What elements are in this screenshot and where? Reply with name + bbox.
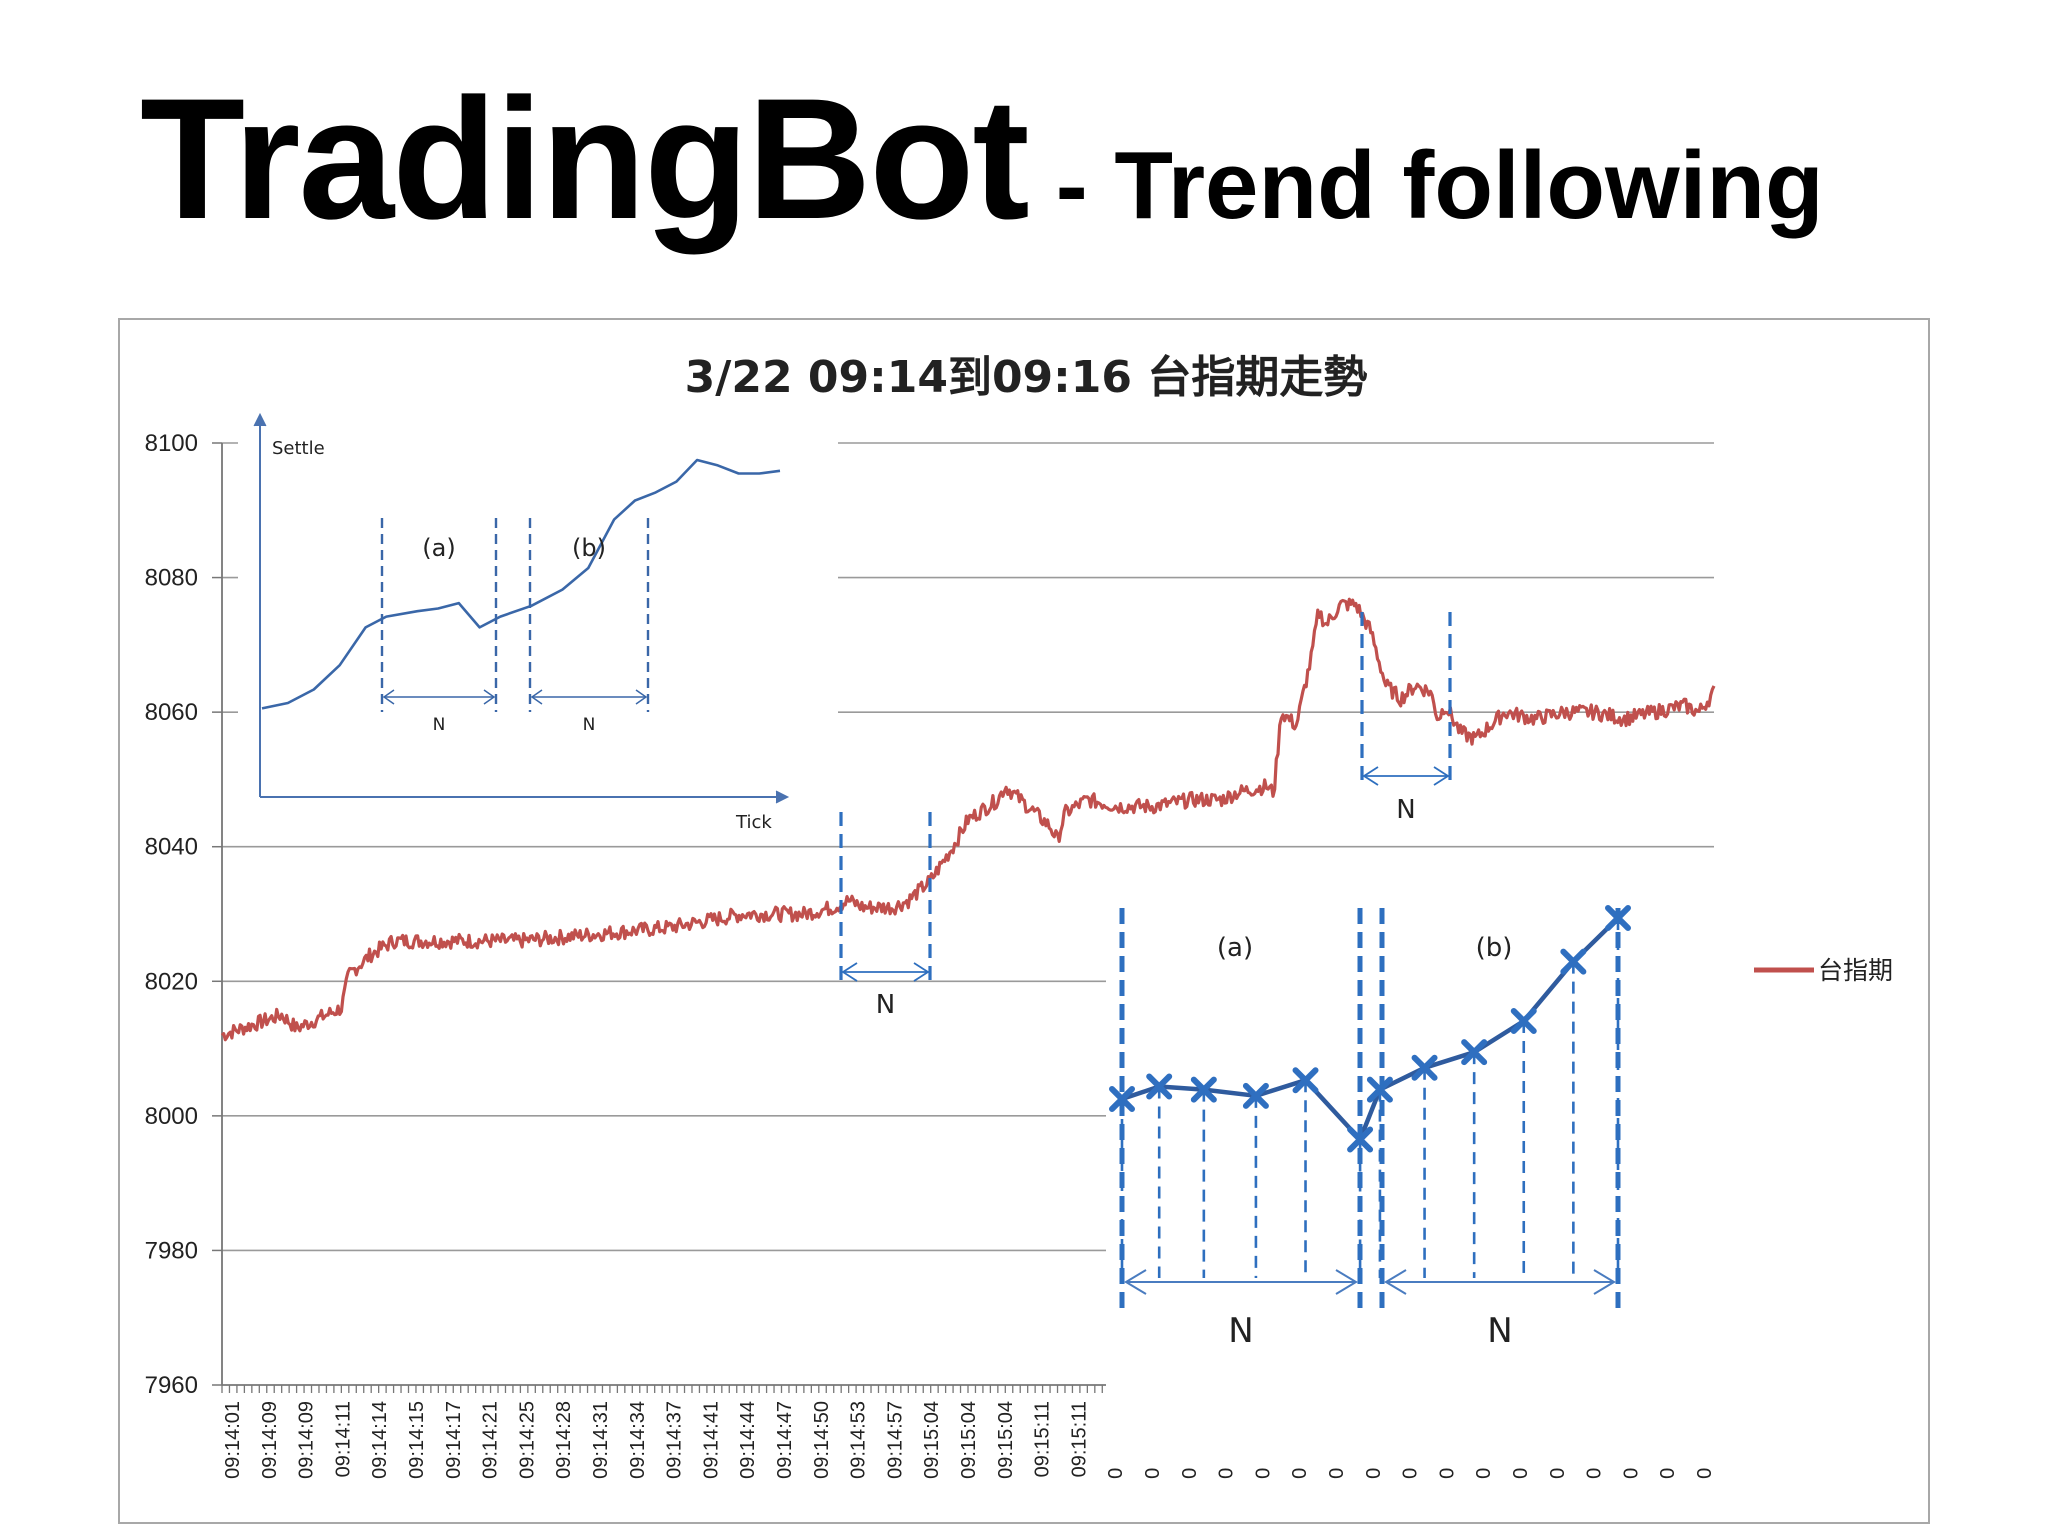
inset-span-label: N	[583, 715, 596, 735]
zoom-point-marker	[1292, 1067, 1319, 1094]
main-bracket-2-arrow-right	[1433, 766, 1450, 786]
zoom-span-arrow-right	[1593, 1269, 1616, 1295]
x-tick-label: 09:14:01	[222, 1401, 244, 1479]
zoom-point-marker	[1242, 1082, 1269, 1109]
x-tick-label: 09:14:57	[884, 1401, 906, 1479]
inset-curve	[261, 458, 781, 710]
inset-span-arrow-left	[530, 689, 543, 705]
inset-region-label: (a)	[422, 534, 455, 562]
zoom-span-arrow-left	[1124, 1269, 1147, 1295]
zoom-background	[1106, 898, 1754, 1468]
x-tick-label: 09:14:25	[516, 1401, 538, 1479]
slide-title-main: TradingBot	[140, 63, 1030, 255]
x-tick-label: 09:14:21	[480, 1401, 502, 1479]
x-tick-label: 09:15:04	[995, 1401, 1017, 1479]
main-bracket-2-label: N	[1396, 795, 1415, 825]
series-layer	[220, 597, 1716, 1042]
x-tick-label: 09:14:09	[259, 1401, 281, 1479]
main-bracket-2-arrow-left	[1362, 766, 1379, 786]
zoom-point-marker	[1146, 1073, 1173, 1100]
inset-y-arrow	[253, 412, 267, 427]
zoom-point-marker	[1560, 948, 1587, 975]
legend: 台指期	[1754, 956, 1893, 985]
zoom-point-marker	[1411, 1054, 1438, 1081]
slide-subtitle: - Trend following	[1055, 132, 1824, 239]
x-tick-label: 09:14:47	[774, 1401, 796, 1479]
x-tick-label: 09:14:44	[737, 1401, 759, 1479]
x-tick-label: 09:14:17	[443, 1401, 465, 1479]
zoom-span-arrow-left	[1384, 1269, 1407, 1295]
axes: 7960 7980 8000 8020 8040 8060 8080 8100 09:14:01…	[145, 430, 1716, 1479]
chart-title: 3/22 09:14到09:16 台指期走勢	[685, 352, 1368, 403]
main-annotations: NN	[839, 612, 1452, 1020]
series-line-taizhiqi	[220, 597, 1716, 1042]
main-bracket-1-arrow-right	[913, 962, 930, 982]
x-tick-label: 09:14:14	[369, 1401, 391, 1479]
x-tick-label: 09:14:31	[590, 1401, 612, 1479]
chart-frame: 3/22 09:14到09:16 台指期走勢 7960 7980 8000 8020 8…	[118, 318, 1930, 1524]
zoom-point-marker	[1461, 1039, 1488, 1066]
inset-span-arrow-right	[483, 689, 496, 705]
y-tick-label: 8040	[145, 834, 198, 861]
inset-span-arrow-right	[635, 689, 648, 705]
zoom-diagram: (a) N (b) N	[1106, 898, 1754, 1468]
inset-x-arrow	[775, 790, 790, 804]
y-tick-label: 8000	[145, 1103, 198, 1130]
inset-x-axis-label: Tick	[735, 812, 772, 833]
chart-svg: 3/22 09:14到09:16 台指期走勢 7960 7980 8000 8020 8…	[145, 352, 1893, 1479]
inset-background	[238, 408, 838, 838]
x-tick-label: 09:14:34	[627, 1401, 649, 1479]
x-tick-label: 09:14:50	[811, 1401, 833, 1479]
zoom-span-label: N	[1487, 1311, 1512, 1351]
y-tick-label: 8100	[145, 430, 198, 457]
inset-span-arrow-left	[382, 689, 395, 705]
x-tick-label: 09:14:53	[848, 1401, 870, 1479]
slide-title: TradingBot - Trend following	[140, 60, 1824, 260]
y-tick-label: 8060	[145, 699, 198, 726]
y-tick-label: 8080	[145, 565, 198, 592]
y-tick-label: 8020	[145, 968, 198, 995]
zoom-point-marker	[1190, 1076, 1217, 1103]
zoom-point-marker	[1109, 1085, 1135, 1112]
x-tick-label: 09:15:11	[1068, 1401, 1090, 1477]
y-tick-label: 7960	[145, 1372, 198, 1399]
x-tick-label: 09:14:37	[664, 1401, 686, 1479]
x-tick-label: 09:14:28	[553, 1401, 575, 1479]
x-tick-label: 09:15:04	[921, 1401, 943, 1479]
inset-y-axis-label: Settle	[272, 438, 325, 459]
x-tick-label: 09:14:15	[406, 1401, 428, 1479]
x-tick-label: 09:15:11	[1032, 1401, 1054, 1477]
x-tick-label: 09:14:41	[700, 1401, 722, 1479]
zoom-point-marker	[1510, 1007, 1537, 1034]
main-bracket-1-arrow-left	[841, 962, 858, 982]
main-bracket-1-label: N	[876, 990, 895, 1020]
zoom-span-arrow-right	[1335, 1269, 1358, 1295]
y-tick-label: 7980	[145, 1237, 198, 1264]
x-tick-label: 09:14:11	[332, 1401, 354, 1477]
x-tick-label: 09:14:09	[296, 1401, 318, 1479]
zoom-region-label: (b)	[1476, 933, 1513, 963]
zoom-span-label: N	[1228, 1311, 1253, 1351]
x-tick-label: 09:15:04	[958, 1401, 980, 1479]
inset-diagram: Settle Tick (a) N (b) N	[238, 408, 838, 838]
inset-region-label: (b)	[572, 534, 606, 562]
inset-span-label: N	[433, 715, 446, 735]
zoom-region-label: (a)	[1217, 933, 1253, 963]
legend-label: 台指期	[1818, 956, 1893, 985]
